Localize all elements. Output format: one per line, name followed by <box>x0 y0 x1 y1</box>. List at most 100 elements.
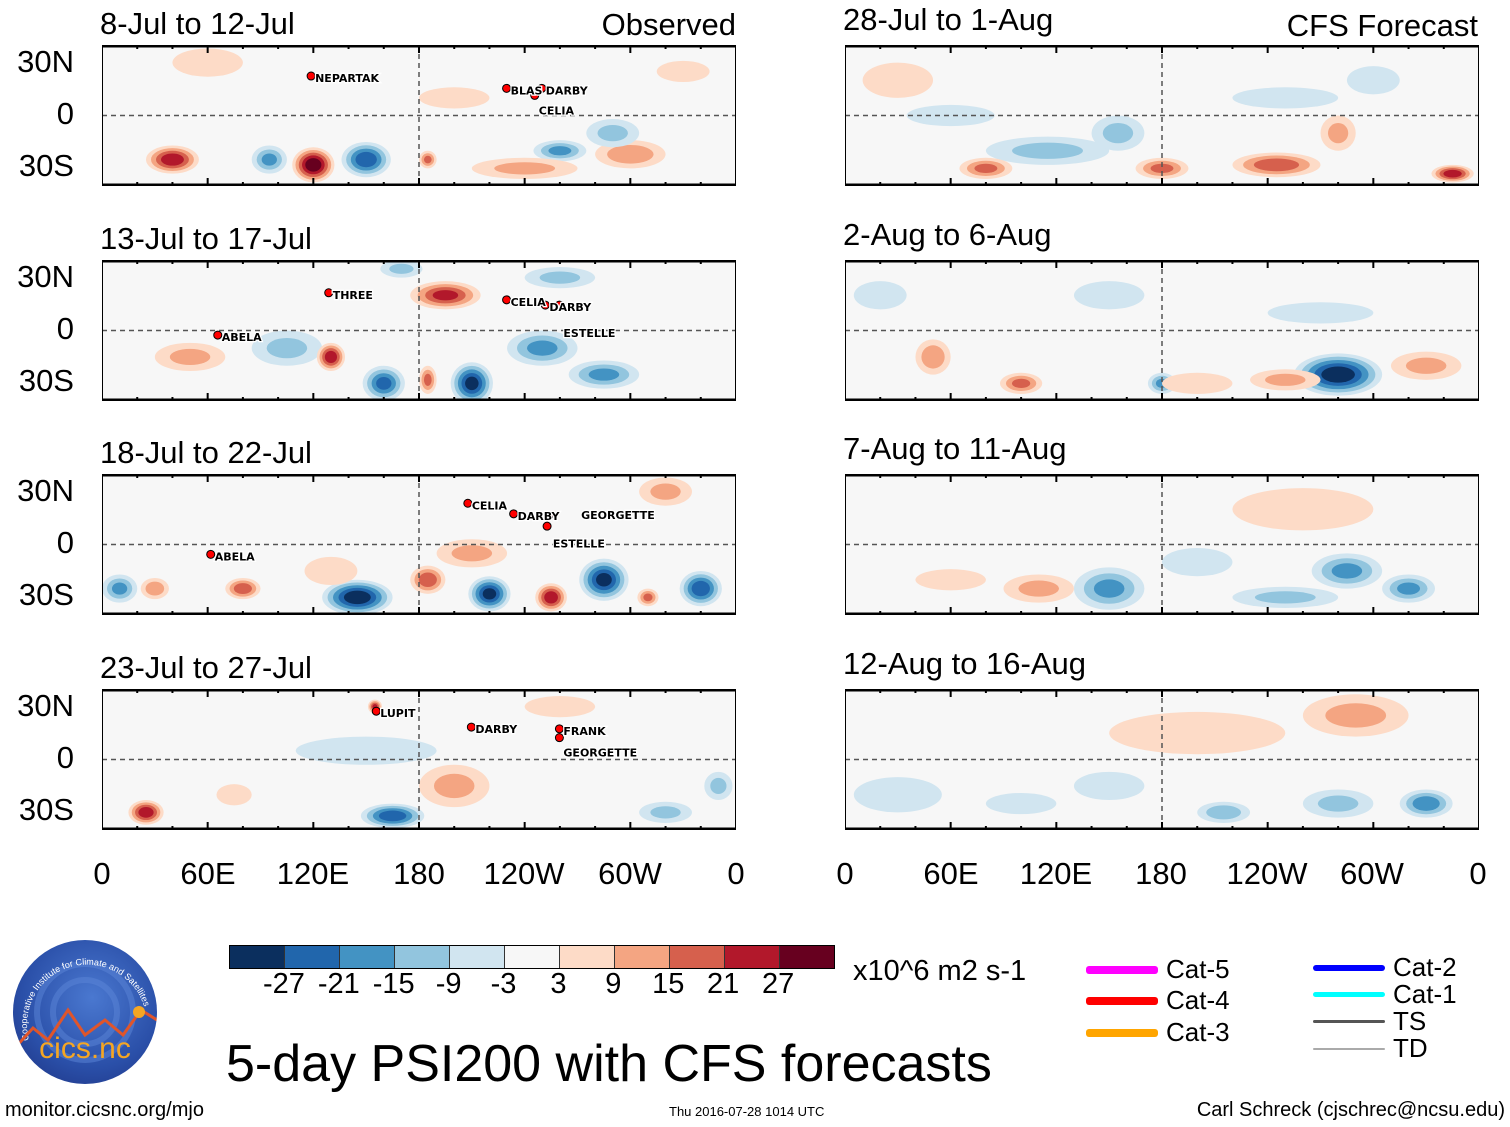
storm-marker-icon <box>371 706 381 716</box>
anomaly-contour <box>111 582 128 595</box>
storm-label: ESTELLE <box>553 538 605 551</box>
lon-label: 180 <box>393 856 445 891</box>
lat-label: 0 <box>56 739 74 775</box>
storm-marker-icon <box>542 521 552 531</box>
anomaly-contour <box>588 367 620 381</box>
anomaly-contour <box>145 581 165 596</box>
figure-title: 5-day PSI200 with CFS forecasts <box>226 1035 992 1093</box>
legend-label: Cat-1 <box>1393 979 1457 1009</box>
anomaly-contour <box>548 146 572 156</box>
observed-label: Observed <box>601 7 736 42</box>
storm-label: ABELA <box>222 331 262 344</box>
anomaly-contour <box>862 62 934 98</box>
anomaly-contour <box>304 556 358 586</box>
footer-url[interactable]: monitor.cicsnc.org/mjo <box>5 1099 204 1121</box>
colorbar-swatch <box>285 946 340 968</box>
anomaly-contour <box>355 151 377 168</box>
logo-text: cics.nc <box>39 1032 131 1065</box>
footer-author: Carl Schreck (cjschrec@ncsu.edu) <box>1196 1099 1505 1121</box>
storm-marker-icon <box>554 300 564 310</box>
legend-cat1: Cat-1 <box>1313 979 1457 1010</box>
storm-marker-icon <box>466 722 476 732</box>
ts-swatch-icon <box>1313 1020 1385 1023</box>
colorbar-tick: -15 <box>372 968 415 1000</box>
storm-label: DARBY <box>475 723 518 736</box>
panel-title: 18-Jul to 22-Jul <box>100 435 312 470</box>
anomaly-contour <box>1317 794 1359 812</box>
footer-timestamp: Thu 2016-07-28 1014 UTC <box>669 1104 825 1119</box>
anomaly-contour <box>1405 357 1447 374</box>
anomaly-contour <box>607 144 654 164</box>
colorbar-swatch <box>340 946 395 968</box>
anomaly-contour <box>650 483 681 500</box>
legend-label: Cat-5 <box>1166 954 1230 984</box>
anomaly-contour <box>1321 365 1355 383</box>
legend-ts: TS <box>1313 1006 1426 1037</box>
anomaly-contour <box>233 583 252 595</box>
storm-label: ESTELLE <box>563 327 615 340</box>
colorbar-swatch <box>615 946 670 968</box>
cfs-forecast-label: CFS Forecast <box>1286 8 1478 43</box>
anomaly-contour <box>376 376 392 390</box>
storm-marker-icon <box>554 732 564 742</box>
panel-title: 23-Jul to 27-Jul <box>100 649 312 685</box>
colorbar-swatch <box>505 946 560 968</box>
anomaly-contour <box>172 48 243 77</box>
storm-marker-icon <box>463 498 473 508</box>
anomaly-contour <box>295 736 437 765</box>
map-panel <box>845 688 1479 830</box>
storm-marker-icon <box>213 330 223 340</box>
anomaly-contour <box>1232 87 1339 109</box>
anomaly-contour <box>451 545 493 562</box>
colorbar-swatch <box>670 946 725 968</box>
anomaly-contour <box>465 376 479 390</box>
map-panel <box>845 45 1479 186</box>
legend-cat4: Cat-4 <box>1086 985 1230 1016</box>
anomaly-contour <box>1325 702 1387 728</box>
anomaly-contour <box>482 588 497 600</box>
anomaly-contour <box>494 162 556 175</box>
anomaly-contour <box>1253 158 1300 172</box>
anomaly-contour <box>1327 122 1349 144</box>
anomaly-contour <box>1443 169 1462 178</box>
storm-marker-icon <box>206 549 216 559</box>
panel-title: 12-Aug to 16-Aug <box>843 645 1087 681</box>
lon-label: 120W <box>483 856 565 891</box>
legend-td: TD <box>1313 1033 1428 1064</box>
anomaly-contour <box>1232 488 1374 531</box>
legend-label: TD <box>1393 1033 1428 1063</box>
anomaly-contour <box>643 593 653 602</box>
storm-marker-icon <box>537 83 547 93</box>
anomaly-contour <box>305 158 322 172</box>
cat2-swatch-icon <box>1313 964 1385 971</box>
anomaly-contour <box>906 104 995 127</box>
storm-label: NEPARTAK <box>315 72 379 85</box>
anomaly-contour <box>1331 563 1363 579</box>
anomaly-contour <box>656 60 710 83</box>
panel-title: 13-Jul to 17-Jul <box>100 220 312 256</box>
anomaly-contour <box>1397 582 1421 595</box>
lat-label: 30S <box>18 148 74 183</box>
anomaly-contour <box>1073 280 1145 309</box>
anomaly-contour <box>1346 66 1400 95</box>
storm-marker-icon <box>530 90 540 100</box>
lat-label: 30S <box>18 362 74 398</box>
legend-label: TS <box>1393 1006 1427 1036</box>
legend-label: Cat-3 <box>1166 1017 1230 1047</box>
anomaly-contour <box>423 155 432 164</box>
lon-label: 0 <box>727 856 745 891</box>
anomaly-contour <box>691 580 710 597</box>
anomaly-contour <box>266 337 308 358</box>
anomaly-contour <box>1412 795 1440 811</box>
cat4-swatch-icon <box>1086 996 1158 1005</box>
colorbar-tick: -9 <box>435 968 462 1000</box>
colorbar-tick: 15 <box>652 968 685 1000</box>
colorbar-tick: -21 <box>317 968 360 1000</box>
storm-label: CELIA <box>539 104 575 117</box>
colorbar-swatch <box>725 946 780 968</box>
cat3-swatch-icon <box>1086 1028 1158 1037</box>
lat-label: 30N <box>17 44 74 79</box>
lat-label: 30N <box>17 473 74 508</box>
storm-marker-icon <box>540 300 550 310</box>
